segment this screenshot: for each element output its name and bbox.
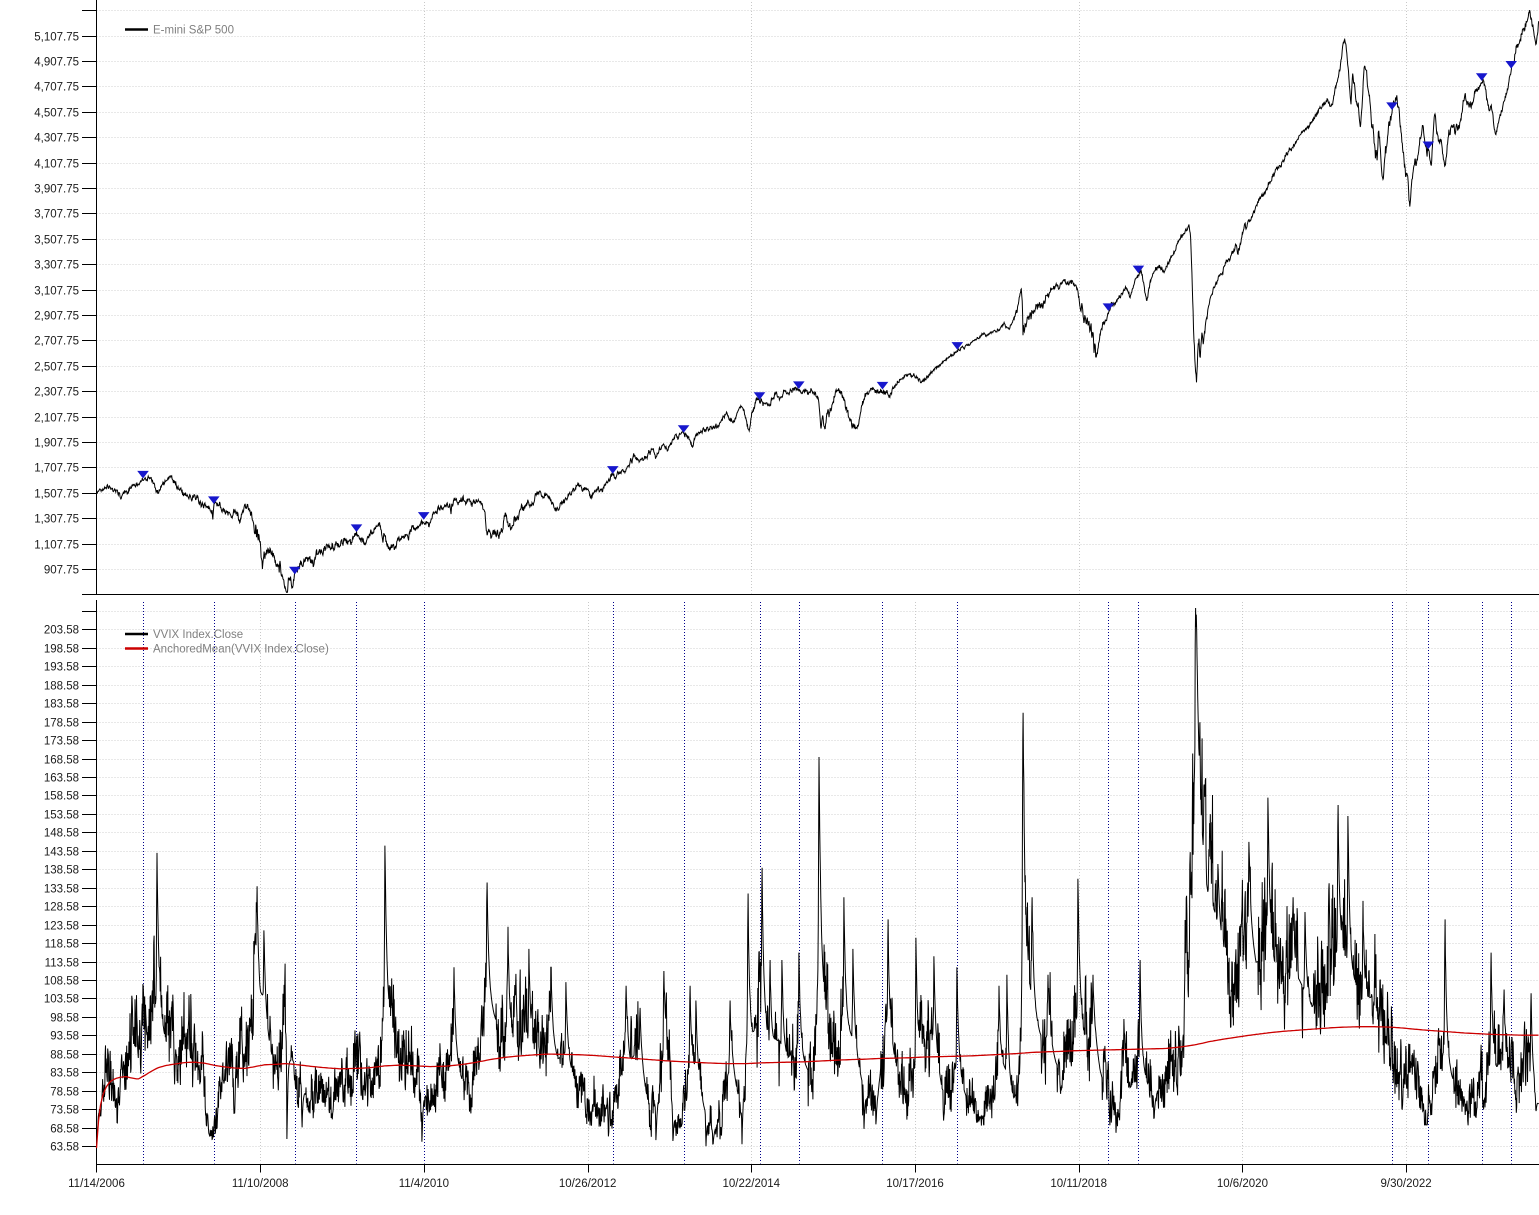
svg-text:1,707.75: 1,707.75 (34, 463, 79, 475)
svg-text:98.58: 98.58 (50, 1013, 79, 1025)
svg-text:73.58: 73.58 (50, 1105, 79, 1117)
svg-text:78.58: 78.58 (50, 1087, 79, 1099)
svg-text:118.58: 118.58 (45, 939, 79, 951)
svg-text:188.58: 188.58 (44, 681, 79, 693)
svg-text:143.58: 143.58 (44, 847, 79, 859)
svg-text:10/17/2016: 10/17/2016 (886, 1178, 944, 1190)
svg-text:4,707.75: 4,707.75 (34, 82, 79, 94)
svg-text:AnchoredMean(VVIX Index.Close): AnchoredMean(VVIX Index.Close) (153, 644, 329, 656)
svg-text:93.58: 93.58 (50, 1031, 79, 1043)
svg-text:VVIX Index.Close: VVIX Index.Close (153, 629, 243, 641)
svg-text:108.58: 108.58 (44, 976, 79, 988)
svg-text:1,907.75: 1,907.75 (34, 438, 79, 450)
svg-text:2,707.75: 2,707.75 (34, 336, 79, 348)
svg-text:5,107.75: 5,107.75 (34, 32, 79, 44)
svg-text:173.58: 173.58 (44, 736, 79, 748)
svg-text:11/10/2008: 11/10/2008 (232, 1178, 289, 1190)
svg-text:9/30/2022: 9/30/2022 (1381, 1178, 1432, 1190)
svg-text:113.58: 113.58 (45, 958, 79, 970)
svg-text:163.58: 163.58 (44, 773, 79, 785)
svg-text:203.58: 203.58 (44, 625, 79, 637)
svg-text:3,307.75: 3,307.75 (34, 260, 79, 272)
svg-text:2,107.75: 2,107.75 (34, 413, 79, 425)
svg-text:193.58: 193.58 (44, 662, 79, 674)
svg-text:68.58: 68.58 (50, 1124, 79, 1136)
svg-text:10/11/2018: 10/11/2018 (1050, 1178, 1107, 1190)
svg-text:E-mini S&P 500: E-mini S&P 500 (153, 25, 234, 37)
svg-text:138.58: 138.58 (44, 865, 79, 877)
svg-text:128.58: 128.58 (44, 902, 79, 914)
svg-text:4,907.75: 4,907.75 (34, 57, 79, 69)
svg-text:103.58: 103.58 (44, 994, 79, 1006)
svg-text:3,907.75: 3,907.75 (34, 184, 79, 196)
svg-text:10/22/2014: 10/22/2014 (723, 1178, 781, 1190)
svg-text:1,507.75: 1,507.75 (34, 489, 79, 501)
svg-text:2,507.75: 2,507.75 (34, 362, 79, 374)
svg-text:2,907.75: 2,907.75 (34, 311, 79, 323)
svg-text:158.58: 158.58 (44, 791, 79, 803)
svg-text:2,307.75: 2,307.75 (34, 387, 79, 399)
svg-text:198.58: 198.58 (44, 644, 79, 656)
svg-text:168.58: 168.58 (44, 755, 79, 767)
svg-text:88.58: 88.58 (50, 1050, 79, 1062)
svg-text:123.58: 123.58 (44, 921, 79, 933)
svg-text:1,307.75: 1,307.75 (34, 514, 79, 526)
svg-text:1,107.75: 1,107.75 (34, 540, 79, 552)
svg-text:11/4/2010: 11/4/2010 (399, 1178, 449, 1190)
svg-text:4,307.75: 4,307.75 (34, 133, 79, 145)
svg-text:83.58: 83.58 (50, 1068, 79, 1080)
svg-text:148.58: 148.58 (44, 828, 79, 840)
svg-text:3,507.75: 3,507.75 (34, 235, 79, 247)
svg-text:3,107.75: 3,107.75 (34, 286, 79, 298)
svg-text:907.75: 907.75 (44, 565, 79, 577)
svg-text:3,707.75: 3,707.75 (34, 209, 79, 221)
svg-text:4,507.75: 4,507.75 (34, 108, 79, 120)
svg-text:10/6/2020: 10/6/2020 (1217, 1178, 1268, 1190)
svg-text:11/14/2006: 11/14/2006 (68, 1178, 125, 1190)
svg-text:153.58: 153.58 (44, 810, 79, 822)
svg-text:4,107.75: 4,107.75 (34, 159, 79, 171)
svg-text:178.58: 178.58 (44, 718, 79, 730)
svg-text:183.58: 183.58 (44, 699, 79, 711)
svg-text:133.58: 133.58 (44, 884, 79, 896)
svg-text:63.58: 63.58 (50, 1142, 79, 1154)
svg-text:10/26/2012: 10/26/2012 (559, 1178, 617, 1190)
